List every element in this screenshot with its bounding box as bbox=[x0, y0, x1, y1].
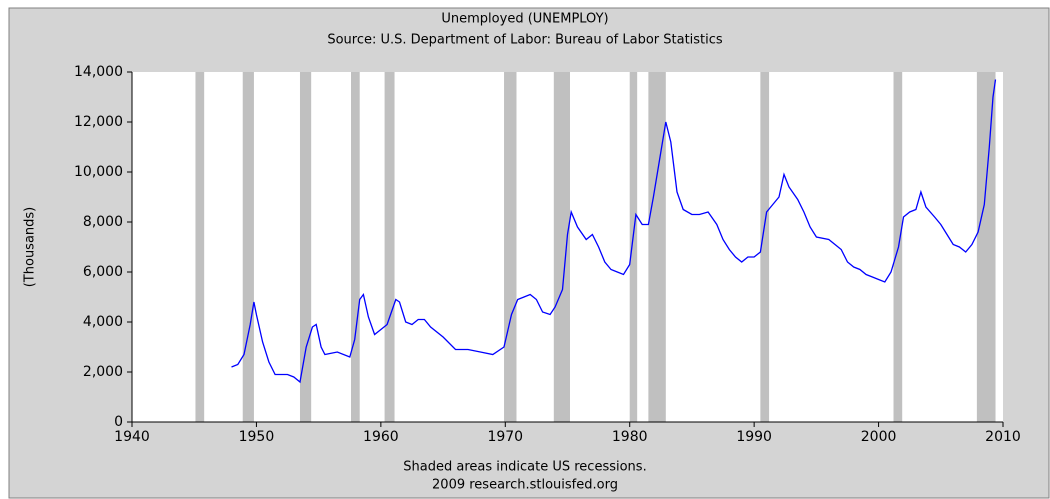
recession-band bbox=[504, 72, 517, 422]
recession-band bbox=[976, 72, 996, 422]
chart-title: Unemployed (UNEMPLOY) bbox=[441, 12, 608, 27]
x-tick-label: 1960 bbox=[363, 429, 399, 445]
x-tick-label: 1940 bbox=[114, 429, 150, 445]
x-tick-label: 2000 bbox=[861, 429, 897, 445]
y-tick-label: 12,000 bbox=[74, 114, 123, 130]
y-tick-label: 6,000 bbox=[83, 264, 123, 280]
note: Shaded areas indicate US recessions. bbox=[403, 460, 646, 475]
x-tick-label: 1990 bbox=[736, 429, 772, 445]
recession-band bbox=[648, 72, 666, 422]
recession-band bbox=[299, 72, 312, 422]
recession-band bbox=[350, 72, 360, 422]
recession-band bbox=[553, 72, 570, 422]
data-line bbox=[231, 79, 997, 384]
y-tick-label: 8,000 bbox=[83, 214, 123, 230]
x-tick-label: 1950 bbox=[239, 429, 275, 445]
y-axis-label: (Thousands) bbox=[23, 207, 38, 288]
y-tick-label: 14,000 bbox=[74, 64, 123, 80]
recession-band bbox=[760, 72, 770, 422]
note: 2009 research.stlouisfed.org bbox=[432, 478, 618, 493]
recession-band bbox=[629, 72, 638, 422]
x-tick-label: 2010 bbox=[985, 429, 1021, 445]
x-tick-label: 1980 bbox=[612, 429, 648, 445]
y-tick-label: 4,000 bbox=[83, 314, 123, 330]
y-tick-label: 10,000 bbox=[74, 164, 123, 180]
recession-band bbox=[384, 72, 395, 422]
x-tick-label: 1970 bbox=[487, 429, 523, 445]
y-tick-label: 2,000 bbox=[83, 364, 123, 380]
y-tick-label: 0 bbox=[114, 414, 123, 430]
recession-band bbox=[195, 72, 205, 422]
recession-band bbox=[242, 72, 254, 422]
chart-subtitle: Source: U.S. Department of Labor: Bureau… bbox=[327, 33, 723, 48]
